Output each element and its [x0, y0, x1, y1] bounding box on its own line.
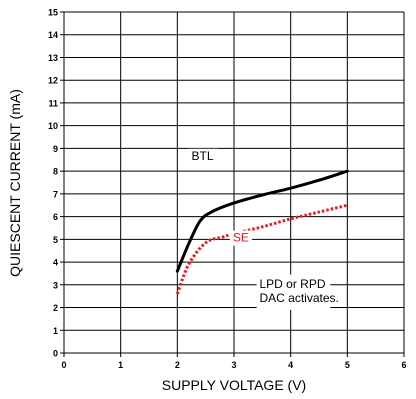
x-tick-label: 0	[61, 360, 66, 370]
y-tick-label: 0	[53, 349, 58, 359]
y-tick-label: 5	[53, 235, 58, 245]
x-tick-label: 2	[175, 360, 180, 370]
series-label-se: SE	[233, 231, 249, 245]
annotation-text: LPD or RPD	[260, 277, 326, 291]
series-line-se	[175, 203, 348, 295]
series-label-btl: BTL	[192, 149, 214, 163]
x-tick-label: 4	[288, 360, 293, 370]
annotation-text: DAC activates.	[260, 291, 339, 305]
y-tick-label: 10	[48, 121, 58, 131]
y-axis-title: QUIESCENT CURRENT (mA)	[7, 89, 23, 277]
y-tick-label: 14	[48, 30, 58, 40]
y-tick-label: 6	[53, 212, 58, 222]
series-label-bg	[188, 148, 219, 164]
y-tick-label: 11	[48, 98, 58, 108]
y-tick-label: 9	[53, 144, 58, 154]
series-lines	[175, 169, 349, 295]
annotation-bg	[256, 274, 331, 310]
x-axis-title: SUPPLY VOLTAGE (V)	[162, 377, 306, 393]
x-tick-label: 1	[118, 360, 123, 370]
y-tick-label: 12	[48, 76, 58, 86]
y-tick-label: 4	[53, 258, 58, 268]
y-tick-label: 15	[48, 8, 58, 18]
y-tick-label: 2	[53, 303, 58, 313]
y-tick-label: 1	[53, 326, 58, 336]
series-labels: BTL SE	[188, 148, 252, 246]
x-tick-labels: 0 1 2 3 4 5 6	[61, 360, 406, 370]
y-tick-label: 3	[53, 280, 58, 290]
x-tick-label: 5	[345, 360, 350, 370]
y-tick-label: 8	[53, 167, 58, 177]
y-tick-label: 13	[48, 53, 58, 63]
x-tick-label: 6	[401, 360, 406, 370]
x-tick-label: 3	[231, 360, 236, 370]
series-label-bg	[229, 230, 252, 246]
grid	[60, 11, 405, 357]
y-tick-label: 7	[53, 189, 58, 199]
series-line-btl	[175, 169, 349, 273]
